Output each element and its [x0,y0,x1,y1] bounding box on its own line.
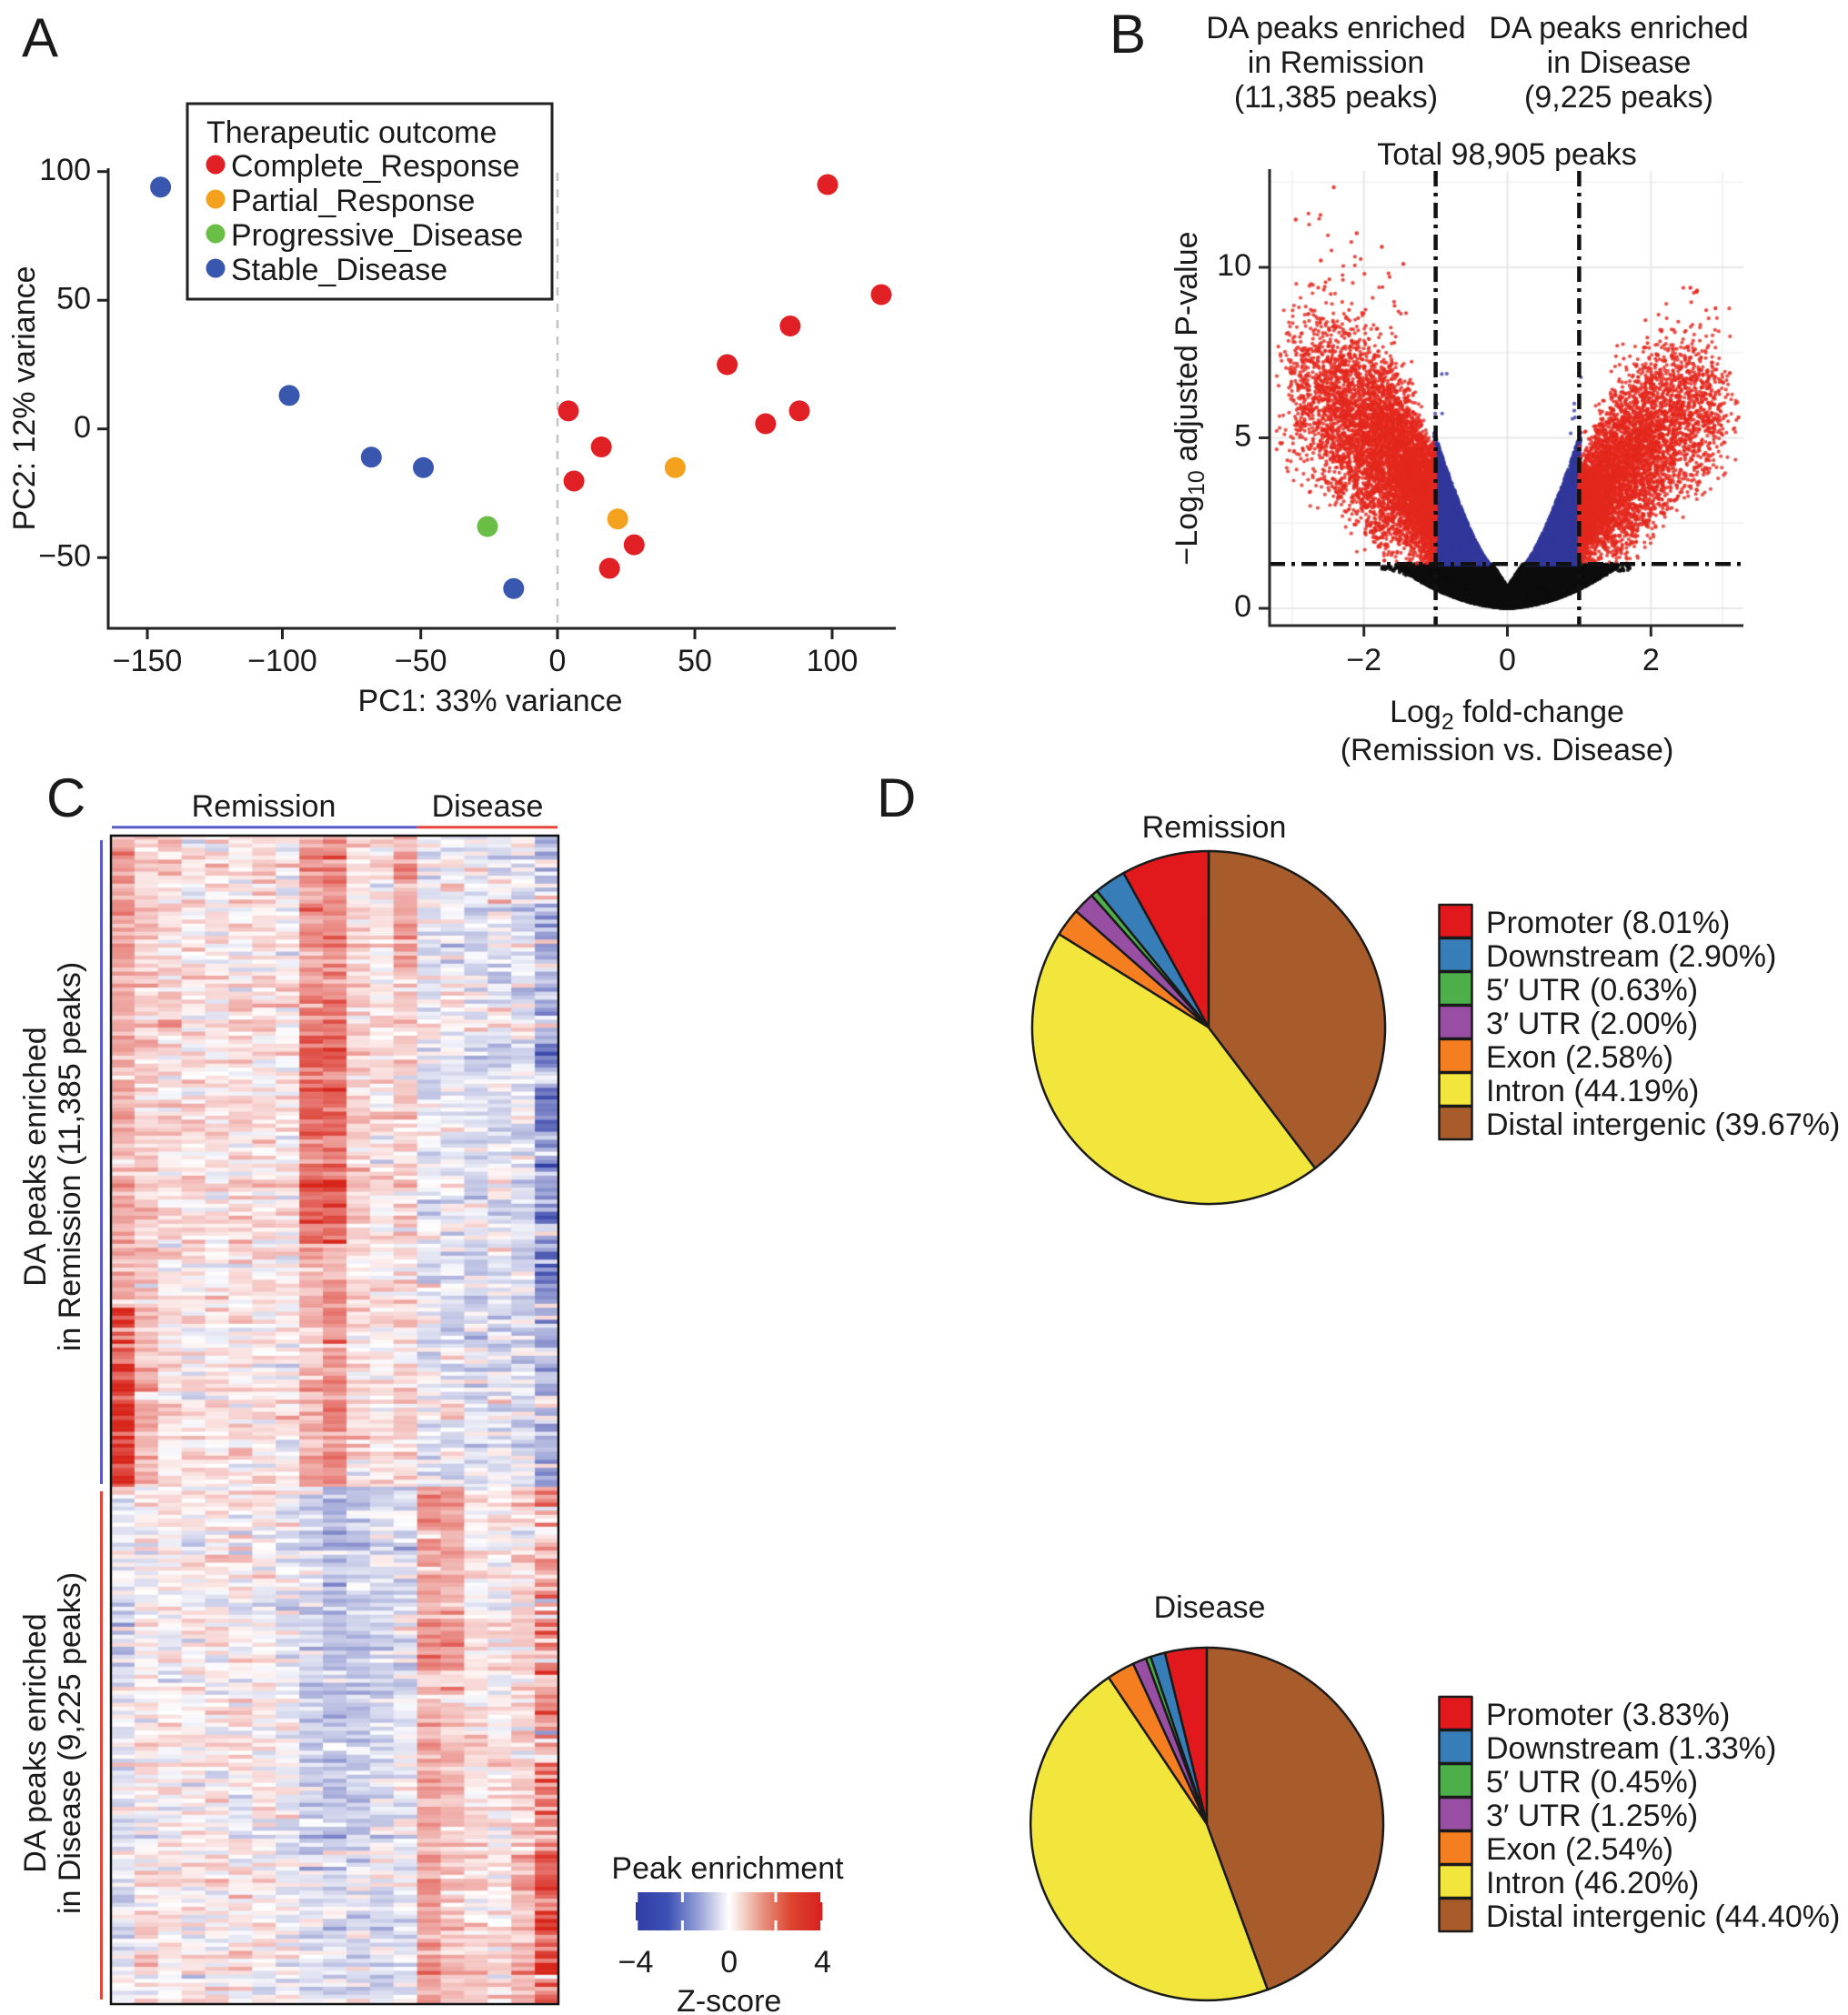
svg-text:0: 0 [74,410,91,445]
svg-text:Therapeutic outcome: Therapeutic outcome [206,115,497,150]
svg-text:in Remission (11,385 peaks): in Remission (11,385 peaks) [53,962,87,1351]
svg-text:(Remission vs. Disease): (Remission vs. Disease) [1341,733,1674,767]
svg-text:Downstream (2.90%): Downstream (2.90%) [1486,939,1776,974]
svg-text:50: 50 [678,644,712,678]
svg-text:0: 0 [1499,643,1516,677]
svg-text:5′ UTR (0.45%): 5′ UTR (0.45%) [1486,1765,1698,1799]
svg-text:Disease: Disease [1154,1590,1266,1625]
svg-text:3′ UTR (2.00%): 3′ UTR (2.00%) [1486,1007,1698,1041]
svg-text:Downstream (1.33%): Downstream (1.33%) [1486,1731,1776,1766]
svg-text:PC1: 33% variance: PC1: 33% variance [357,684,622,718]
svg-text:50: 50 [56,282,91,316]
svg-text:Exon (2.58%): Exon (2.58%) [1486,1040,1673,1075]
svg-text:in Disease: in Disease [1547,45,1692,80]
svg-text:DA peaks enriched: DA peaks enriched [1206,11,1465,45]
svg-text:DA peaks enriched: DA peaks enriched [1489,11,1748,45]
svg-text:(9,225 peaks): (9,225 peaks) [1524,80,1713,115]
svg-text:Remission: Remission [1142,810,1287,845]
svg-text:−2: −2 [1346,643,1381,677]
svg-text:Partial_Response: Partial_Response [231,184,475,218]
svg-text:−150: −150 [113,644,183,678]
svg-text:DA peaks enriched: DA peaks enriched [18,1613,53,1872]
svg-text:Promoter (3.83%): Promoter (3.83%) [1486,1698,1730,1732]
svg-text:PC2: 12% variance: PC2: 12% variance [7,266,42,530]
svg-text:Peak enrichment: Peak enrichment [611,1851,844,1886]
svg-text:Complete_Response: Complete_Response [231,149,520,184]
svg-text:A: A [22,7,58,68]
svg-text:D: D [877,767,916,828]
svg-text:−4: −4 [618,1945,654,1980]
svg-text:Promoter (8.01%): Promoter (8.01%) [1486,906,1730,940]
svg-text:Remission: Remission [192,789,336,824]
svg-text:10: 10 [1217,248,1251,283]
svg-text:DA peaks enriched: DA peaks enriched [18,1027,53,1286]
svg-text:Progressive_Disease: Progressive_Disease [231,218,523,253]
svg-text:−100: −100 [247,644,317,678]
svg-text:5′ UTR (0.63%): 5′ UTR (0.63%) [1486,973,1698,1008]
svg-text:2: 2 [1642,643,1660,677]
svg-text:4: 4 [814,1945,831,1980]
svg-text:Distal intergenic (44.40%): Distal intergenic (44.40%) [1486,1900,1840,1934]
svg-text:100: 100 [807,644,859,678]
svg-text:Distal intergenic (39.67%): Distal intergenic (39.67%) [1486,1108,1840,1142]
svg-text:Total 98,905 peaks: Total 98,905 peaks [1377,137,1636,172]
svg-text:−50: −50 [395,644,447,678]
svg-text:Intron (46.20%): Intron (46.20%) [1486,1866,1699,1900]
svg-text:−50: −50 [38,539,91,574]
svg-text:C: C [46,767,85,828]
svg-text:Stable_Disease: Stable_Disease [231,253,447,287]
svg-text:3′ UTR (1.25%): 3′ UTR (1.25%) [1486,1799,1698,1833]
svg-text:in Remission: in Remission [1248,45,1425,80]
svg-text:5: 5 [1234,419,1251,454]
svg-text:−Log10 adjusted P-value: −Log10 adjusted P-value [1170,231,1210,565]
svg-text:Disease: Disease [432,789,544,824]
svg-text:in Disease (9,225 peaks): in Disease (9,225 peaks) [53,1572,87,1914]
svg-text:Exon (2.54%): Exon (2.54%) [1486,1832,1673,1867]
svg-text:0: 0 [549,644,567,678]
svg-text:0: 0 [720,1945,738,1980]
svg-text:B: B [1110,4,1146,65]
svg-text:(11,385 peaks): (11,385 peaks) [1234,80,1438,115]
svg-text:0: 0 [1234,589,1251,624]
svg-text:Log2 fold-change: Log2 fold-change [1390,695,1624,735]
svg-text:100: 100 [39,153,91,187]
svg-text:Intron (44.19%): Intron (44.19%) [1486,1074,1699,1108]
svg-text:Z-score: Z-score [677,1984,781,2015]
